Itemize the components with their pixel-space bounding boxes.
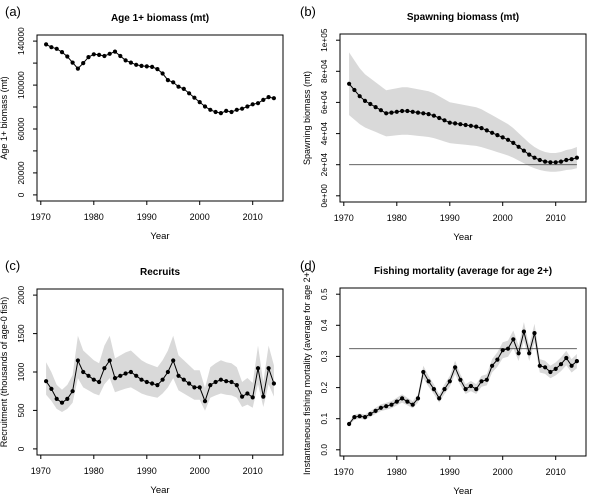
svg-text:Year: Year xyxy=(150,231,169,242)
svg-text:Year: Year xyxy=(453,486,472,497)
svg-text:2000: 2000 xyxy=(16,285,26,304)
svg-text:Instantaneous fishing mortalit: Instantaneous fishing mortality (average… xyxy=(302,269,312,475)
svg-text:Year: Year xyxy=(453,232,472,243)
svg-text:1990: 1990 xyxy=(137,212,157,222)
svg-text:100000: 100000 xyxy=(16,71,26,99)
svg-text:500: 500 xyxy=(16,403,26,417)
svg-text:0.4: 0.4 xyxy=(319,319,329,331)
svg-text:1980: 1980 xyxy=(387,467,407,477)
svg-text:1980: 1980 xyxy=(84,212,104,222)
svg-text:Fishing mortality (average for: Fishing mortality (average for age 2+) xyxy=(374,266,552,277)
svg-text:1000: 1000 xyxy=(16,362,26,381)
svg-text:0.3: 0.3 xyxy=(319,350,329,362)
svg-text:0.0: 0.0 xyxy=(319,444,329,456)
svg-text:60000: 60000 xyxy=(16,117,26,140)
svg-text:0: 0 xyxy=(16,446,26,451)
svg-text:2000: 2000 xyxy=(190,212,210,222)
svg-text:Age 1+ biomass (mt): Age 1+ biomass (mt) xyxy=(111,13,209,24)
svg-text:0.2: 0.2 xyxy=(319,381,329,393)
svg-text:8e+04: 8e+04 xyxy=(319,59,329,83)
svg-text:2000: 2000 xyxy=(190,466,210,476)
svg-text:1990: 1990 xyxy=(440,467,460,477)
svg-text:Spawning biomass (mt): Spawning biomass (mt) xyxy=(302,71,312,165)
svg-text:140000: 140000 xyxy=(16,27,26,55)
svg-text:1e+05: 1e+05 xyxy=(319,28,329,52)
svg-text:0: 0 xyxy=(16,192,26,197)
svg-text:Spawning biomass (mt): Spawning biomass (mt) xyxy=(407,12,519,23)
svg-text:(a): (a) xyxy=(5,4,21,19)
svg-text:0e+00: 0e+00 xyxy=(319,184,329,208)
svg-text:1980: 1980 xyxy=(84,466,104,476)
svg-text:1980: 1980 xyxy=(387,213,407,223)
svg-text:2010: 2010 xyxy=(546,467,566,477)
svg-text:1990: 1990 xyxy=(137,466,157,476)
svg-text:2000: 2000 xyxy=(493,213,513,223)
svg-text:2e+04: 2e+04 xyxy=(319,153,329,177)
svg-text:1970: 1970 xyxy=(31,212,51,222)
svg-text:Recruits: Recruits xyxy=(140,267,180,278)
svg-text:1970: 1970 xyxy=(334,213,354,223)
svg-text:(c): (c) xyxy=(5,258,20,273)
svg-text:1970: 1970 xyxy=(334,467,354,477)
svg-text:1990: 1990 xyxy=(440,213,460,223)
svg-text:4e+04: 4e+04 xyxy=(319,122,329,146)
svg-text:(d): (d) xyxy=(300,258,316,273)
svg-text:Recruitment (thousands of age-: Recruitment (thousands of age-0 fish) xyxy=(0,297,9,448)
svg-text:Year: Year xyxy=(150,485,169,496)
svg-text:1500: 1500 xyxy=(16,324,26,343)
svg-text:0.1: 0.1 xyxy=(319,413,329,425)
svg-text:0.5: 0.5 xyxy=(319,288,329,300)
svg-text:2010: 2010 xyxy=(546,213,566,223)
svg-text:2010: 2010 xyxy=(243,466,263,476)
svg-text:2010: 2010 xyxy=(243,212,263,222)
svg-text:Age 1+ biomass (mt): Age 1+ biomass (mt) xyxy=(0,76,9,159)
svg-text:6e+04: 6e+04 xyxy=(319,90,329,114)
svg-text:(b): (b) xyxy=(300,4,316,19)
svg-text:1970: 1970 xyxy=(31,466,51,476)
svg-text:2000: 2000 xyxy=(493,467,513,477)
svg-text:20000: 20000 xyxy=(16,161,26,184)
